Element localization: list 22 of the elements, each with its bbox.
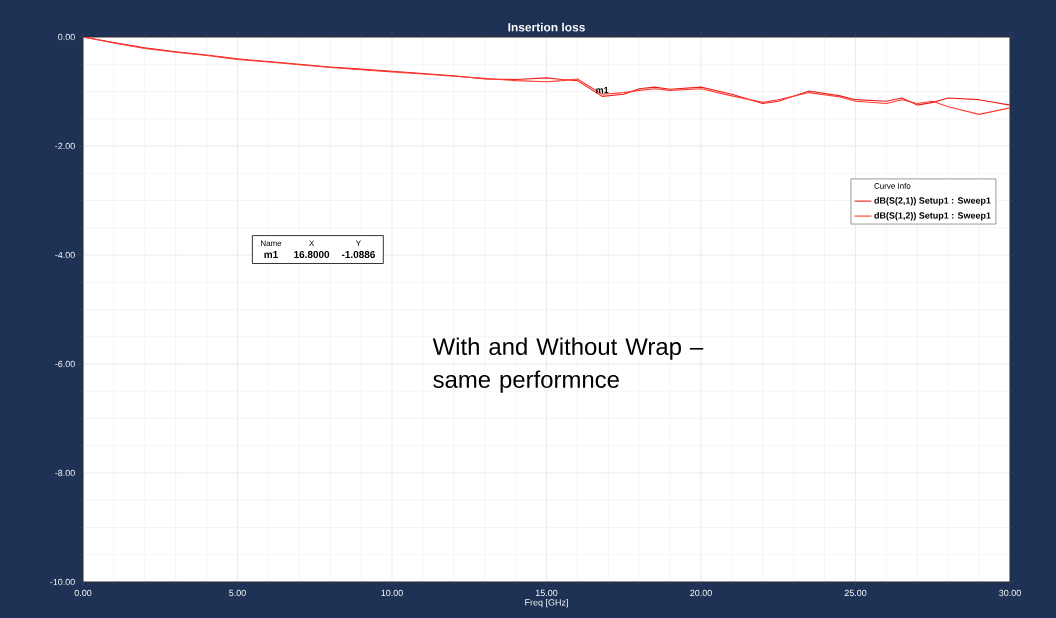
y-tick-label: -2.00 xyxy=(55,142,75,150)
annotation: With and Without Wrap – same performnce xyxy=(432,337,704,393)
annotation: 16.8000 xyxy=(294,250,330,259)
chart-title: Insertion loss xyxy=(508,22,585,32)
x-tick-label: 25.00 xyxy=(844,589,867,597)
y-tick-label: -10.00 xyxy=(50,578,75,586)
y-tick-label: 0.00 xyxy=(58,33,75,41)
annotation: -1.0886 xyxy=(341,250,375,259)
x-tick-label: 5.00 xyxy=(229,589,246,597)
legend-label: dB(S(2,1)) Setup1 : Sweep1 xyxy=(874,197,991,206)
y-tick-label: -6.00 xyxy=(55,360,75,368)
x-tick-label: 10.00 xyxy=(381,589,403,597)
y-tick-label: -8.00 xyxy=(55,469,75,477)
x-tick-label: 0.00 xyxy=(74,589,92,597)
annotation: m1 xyxy=(264,251,278,258)
x-axis-title: Freq [GHz] xyxy=(525,598,568,608)
x-tick-label: 20.00 xyxy=(690,589,712,597)
x-tick-label: 15.00 xyxy=(535,589,558,597)
legend-label: dB(S(1,2)) Setup1 : Sweep1 xyxy=(874,212,991,221)
annotation: m1 xyxy=(596,86,609,94)
x-tick-label: 30.00 xyxy=(999,589,1021,597)
y-tick-label: -4.00 xyxy=(55,251,75,259)
